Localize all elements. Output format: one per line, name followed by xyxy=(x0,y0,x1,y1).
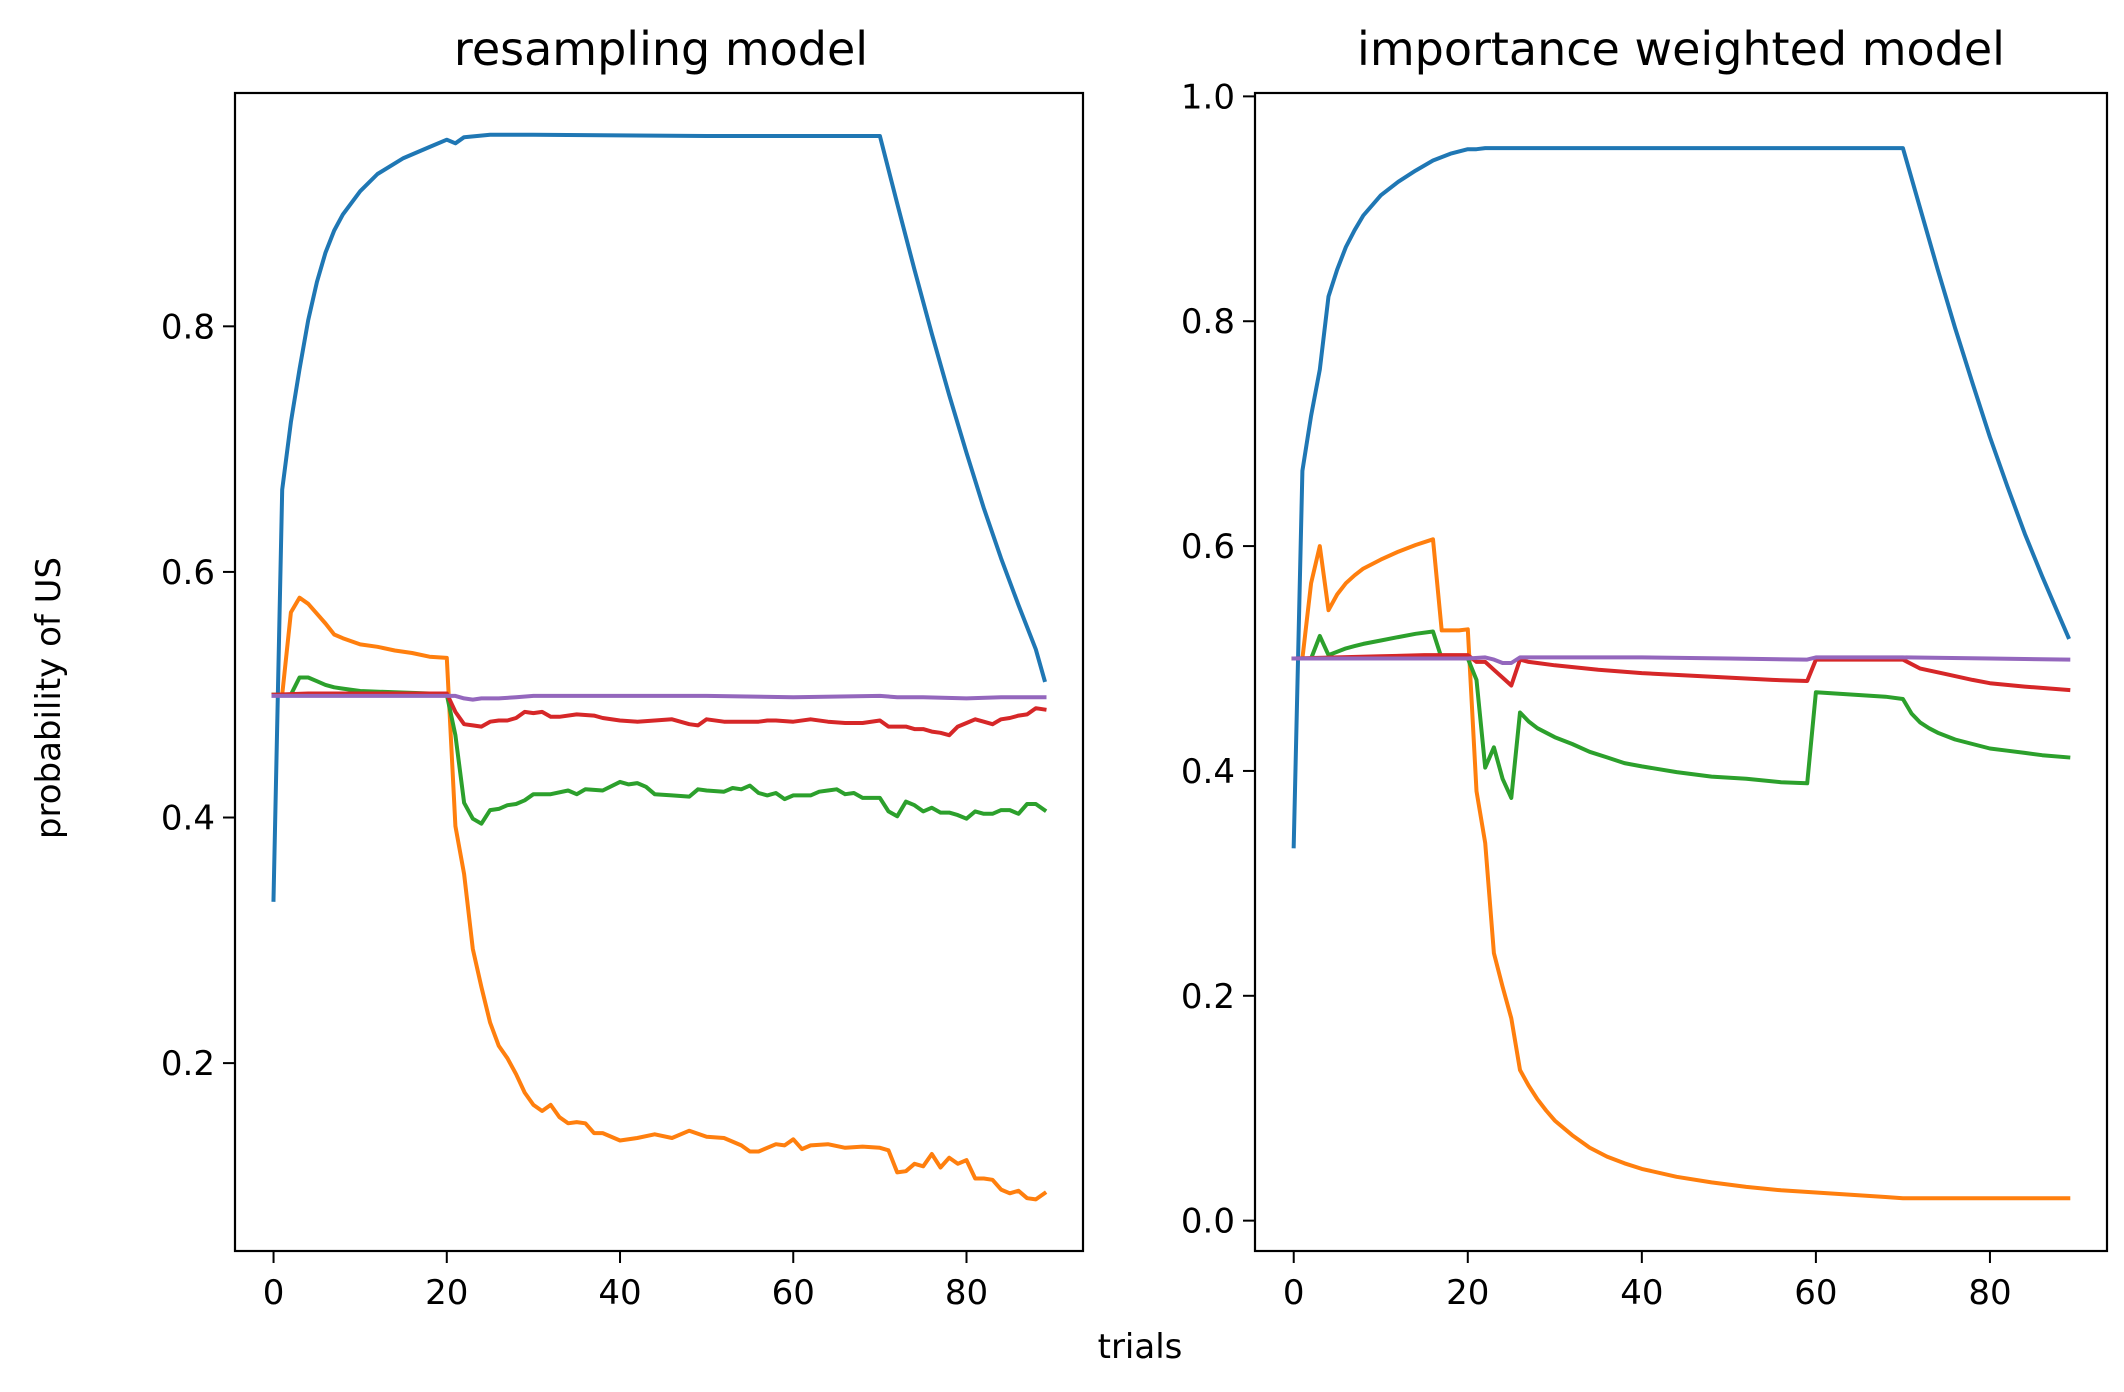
series-line-3 xyxy=(1291,629,2071,800)
series-line-1 xyxy=(1291,146,2071,849)
x-tick-label: 60 xyxy=(1794,1273,1837,1313)
x-axis-ticks: 0 20 40 60 80 xyxy=(1283,1251,2012,1313)
x-tick-label: 40 xyxy=(1620,1273,1663,1313)
series-line-1 xyxy=(271,132,1047,902)
y-axis-ticks: 0.2 0.4 0.6 0.8 xyxy=(161,307,235,1084)
x-tick-label: 20 xyxy=(1446,1273,1489,1313)
y-tick-label: 0.6 xyxy=(161,553,215,593)
x-axis-label: trials xyxy=(1098,1327,1183,1367)
y-tick-label: 0.4 xyxy=(1181,752,1235,792)
x-tick-label: 0 xyxy=(1283,1273,1305,1313)
y-tick-label: 0.8 xyxy=(1181,302,1235,342)
series-line-2 xyxy=(271,595,1048,1202)
series-line-3 xyxy=(271,675,1048,826)
chart-title: resampling model xyxy=(454,22,868,76)
y-tick-label: 0.2 xyxy=(161,1044,215,1084)
x-tick-label: 20 xyxy=(425,1273,468,1313)
y-axis-ticks: 0.0 0.2 0.4 0.6 0.8 1.0 xyxy=(1181,77,1255,1242)
series-line-4 xyxy=(271,691,1047,738)
x-tick-label: 80 xyxy=(945,1273,988,1313)
plot-area xyxy=(233,91,1085,1253)
y-tick-label: 0.0 xyxy=(1181,1202,1235,1242)
series-line-5 xyxy=(271,693,1047,702)
x-tick-label: 80 xyxy=(1968,1273,2011,1313)
axes-frame xyxy=(1253,91,2109,1253)
plot-area xyxy=(1253,91,2109,1253)
x-tick-label: 0 xyxy=(263,1273,285,1313)
y-tick-label: 0.4 xyxy=(161,799,215,839)
chart-panel-importance-weighted: importance weighted model 0 20 40 60 80 0.00… xyxy=(1181,22,2109,1313)
x-axis-ticks: 0 20 40 60 80 xyxy=(263,1251,988,1313)
x-tick-label: 60 xyxy=(772,1273,815,1313)
y-axis-label: probability of US xyxy=(29,557,69,839)
x-tick-label: 40 xyxy=(598,1273,641,1313)
axes-frame xyxy=(233,91,1085,1253)
series-line-2 xyxy=(1291,537,2071,1201)
y-tick-label: 0.8 xyxy=(161,307,215,347)
y-tick-label: 1.0 xyxy=(1181,77,1235,117)
chart-panel-resampling: resampling model 0 20 40 60 80 0.2 0.4 0.6 0.8 xyxy=(161,22,1085,1313)
chart-title: importance weighted model xyxy=(1357,22,2005,76)
series-line-4 xyxy=(1291,653,2071,693)
y-tick-label: 0.2 xyxy=(1181,977,1235,1017)
series-line-5 xyxy=(1291,655,2071,665)
y-tick-label: 0.6 xyxy=(1181,527,1235,567)
